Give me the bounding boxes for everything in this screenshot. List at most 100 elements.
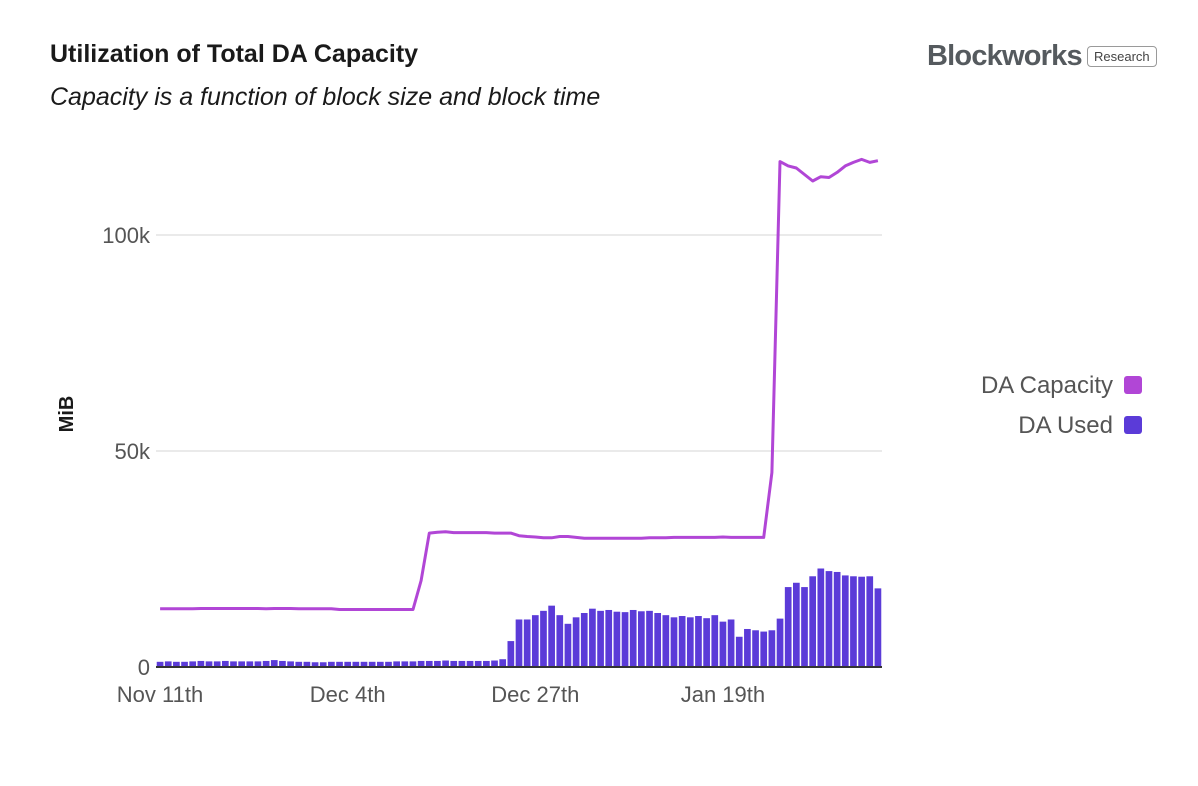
bar-da-used — [336, 661, 343, 667]
bar-da-used — [784, 587, 792, 667]
bar-da-used — [164, 661, 172, 667]
line-da-capacity — [160, 157, 879, 611]
research-badge: Research — [1087, 46, 1157, 67]
bar-da-used — [295, 661, 303, 667]
bar-da-used — [254, 661, 262, 667]
bar-da-used — [409, 661, 417, 667]
bar-da-used — [483, 660, 490, 667]
bar-da-used — [279, 660, 286, 667]
bar-da-used — [597, 610, 604, 667]
bar-da-used — [515, 619, 523, 667]
legend-label: DA Capacity — [981, 372, 1113, 399]
bar-da-used — [197, 660, 205, 667]
x-tick-label: Dec 4th — [310, 682, 386, 707]
y-tick-label: 50k — [115, 439, 151, 464]
bar-da-used — [491, 660, 498, 667]
bar-da-used — [866, 576, 874, 667]
y-tick-label: 100k — [102, 223, 151, 248]
legend-swatch — [1124, 416, 1142, 434]
bar-da-used — [744, 628, 751, 667]
bar-da-used — [686, 617, 694, 667]
bar-da-used — [230, 661, 237, 667]
bar-da-used — [417, 660, 425, 667]
bar-da-used — [695, 616, 702, 667]
bar-da-used — [613, 611, 621, 667]
bar-da-used — [262, 660, 270, 667]
bar-da-used — [727, 619, 735, 667]
bar-da-used — [556, 615, 564, 667]
bar-da-used — [368, 661, 376, 667]
bar-da-used — [238, 661, 245, 667]
bar-da-used — [450, 660, 458, 667]
y-axis-label: MiB — [56, 396, 78, 433]
bar-da-used — [768, 630, 776, 667]
bar-da-used — [156, 661, 164, 667]
bar-da-used — [352, 661, 360, 667]
bar-da-used — [442, 660, 449, 667]
bar-da-used — [776, 618, 784, 667]
bar-da-used — [809, 576, 817, 667]
legend-label: DA Used — [1018, 412, 1113, 439]
bar-da-used — [393, 661, 400, 667]
bar-da-used — [678, 616, 686, 667]
bar-da-used — [344, 661, 352, 667]
bar-da-used — [425, 660, 433, 667]
bar-da-used — [303, 661, 311, 667]
chart-subtitle: Capacity is a function of block size and… — [50, 83, 601, 111]
bar-da-used — [287, 661, 294, 667]
bar-da-used — [589, 608, 596, 667]
bar-da-used — [548, 605, 555, 667]
bar-da-used — [360, 661, 368, 667]
bar-da-used — [173, 661, 180, 667]
bar-da-used — [638, 611, 645, 667]
bar-da-used — [213, 661, 221, 667]
bar-da-used — [499, 659, 507, 667]
bar-da-used — [760, 631, 768, 667]
bar-da-used — [507, 641, 515, 667]
bar-da-used — [825, 571, 833, 667]
bar-da-used — [629, 609, 637, 667]
y-tick-label: 0 — [138, 655, 150, 680]
bar-da-used — [181, 661, 188, 667]
bar-da-used — [605, 609, 613, 667]
bar-da-used — [246, 661, 254, 667]
line-layer — [160, 157, 879, 611]
bar-da-used — [221, 660, 229, 667]
bar-da-used — [858, 576, 865, 667]
axis-layer: 0 50k 100k Nov 11th Dec 4th Dec 27th Jan 19th — [102, 223, 882, 707]
bar-da-used — [319, 662, 327, 667]
bar-da-used — [654, 613, 662, 667]
bar-da-used — [817, 568, 825, 667]
grid-layer — [156, 234, 882, 452]
bar-da-used — [711, 615, 719, 667]
bar-da-used — [793, 582, 800, 667]
bar-da-used — [401, 661, 409, 667]
bar-da-used — [580, 613, 588, 667]
bar-da-used — [670, 617, 678, 667]
bar-da-used — [458, 660, 466, 667]
bar-da-used — [646, 610, 653, 667]
bar-da-used — [434, 660, 441, 667]
bar-da-used — [311, 662, 319, 667]
bar-da-used — [523, 619, 531, 667]
bar-da-used — [801, 587, 808, 667]
x-tick-label: Jan 19th — [681, 682, 765, 707]
bar-da-used — [662, 615, 670, 667]
bar-da-used — [270, 660, 278, 667]
bar-da-used — [564, 623, 572, 667]
bar-da-used — [850, 576, 857, 667]
legend: DA Capacity DA Used — [981, 372, 1142, 439]
legend-swatch — [1124, 376, 1142, 394]
x-tick-label: Nov 11th — [117, 682, 203, 707]
bar-da-used — [572, 617, 580, 667]
bars-layer — [156, 568, 882, 667]
bar-da-used — [735, 636, 743, 667]
bar-da-used — [466, 660, 474, 667]
bar-da-used — [385, 661, 392, 667]
bar-da-used — [205, 661, 213, 667]
bar-da-used — [833, 571, 841, 667]
bar-da-used — [474, 660, 482, 667]
bar-da-used — [719, 621, 727, 667]
brand-logo: Blockworks — [927, 40, 1083, 72]
